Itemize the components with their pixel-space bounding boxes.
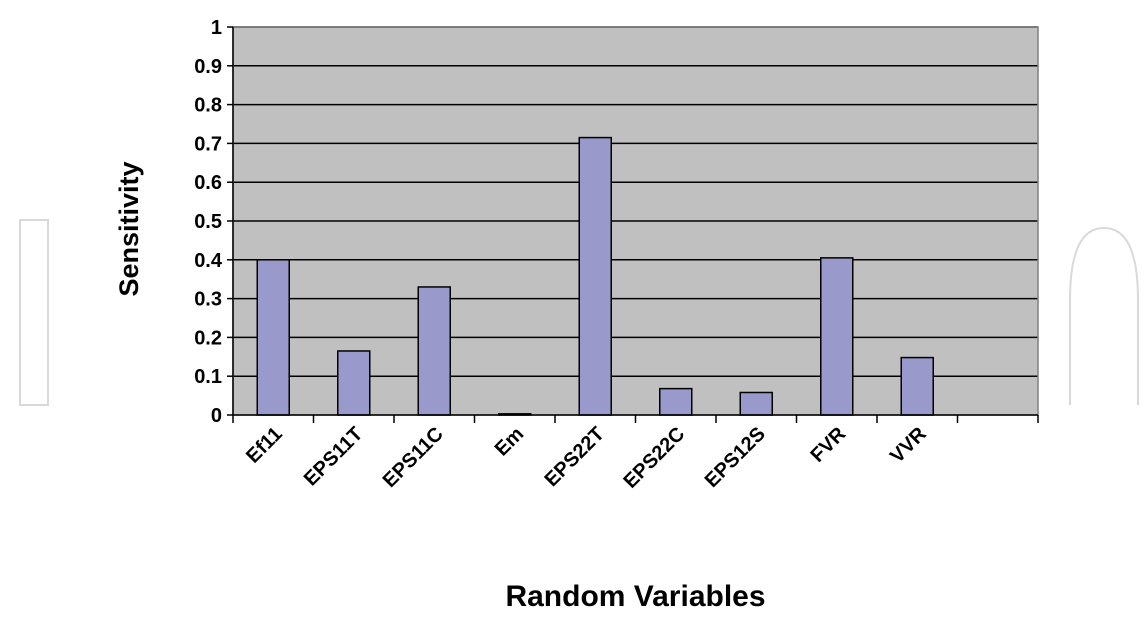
y-tick-label: 0 [211,405,222,427]
y-tick-label: 0.5 [194,211,222,233]
x-tick-label: Em [491,423,529,461]
y-tick-label: 0.3 [194,289,222,311]
x-tick-label: EPS22C [619,423,689,493]
y-tick-label: 0.7 [194,133,222,155]
bar-eps11c [417,286,451,416]
bar-ef11 [256,259,290,416]
bar-eps11t [337,350,371,416]
bar-eps12s [739,391,773,416]
x-tick-label: EPS11T [300,423,367,490]
bar-eps22c [659,387,693,416]
x-tick-label: Ef11 [242,423,287,468]
x-axis-title: Random Variables [505,580,765,613]
x-tick-label: FVR [806,423,850,467]
y-axis-title: Sensitivity [114,161,144,296]
y-tick-label: 0.8 [194,95,222,117]
y-tick-label: 0.6 [194,172,222,194]
watermark-graphic [19,219,1139,406]
x-tick-label: EPS11C [379,423,448,492]
y-tick-label: 1 [211,17,222,39]
x-tick-label: EPS12S [701,423,770,492]
bar-eps22t [578,136,612,416]
bar-fvr [820,257,854,416]
y-tick-label: 0.1 [194,366,222,388]
x-tick-label: VVR [886,423,931,468]
y-tick-label: 0.2 [194,327,222,349]
bar-vvr [900,356,934,416]
y-tick-label: 0.9 [194,56,222,78]
x-tick-label: EPS22T [541,423,609,491]
y-tick-label: 0.4 [194,250,223,272]
